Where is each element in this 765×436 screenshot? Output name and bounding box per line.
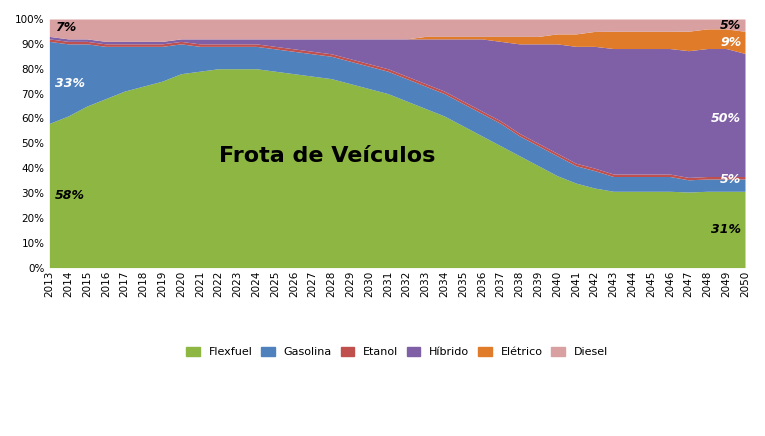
Text: 31%: 31% — [711, 222, 741, 235]
Text: 5%: 5% — [720, 19, 741, 32]
Text: 50%: 50% — [711, 112, 741, 125]
Legend: Flexfuel, Gasolina, Etanol, Híbrido, Elétrico, Diesel: Flexfuel, Gasolina, Etanol, Híbrido, Elé… — [182, 343, 613, 362]
Text: 5%: 5% — [720, 173, 741, 186]
Text: 33%: 33% — [55, 77, 85, 90]
Text: 9%: 9% — [720, 36, 741, 49]
Text: Frota de Veículos: Frota de Veículos — [220, 146, 436, 166]
Text: 7%: 7% — [55, 21, 76, 34]
Text: 58%: 58% — [55, 189, 85, 202]
